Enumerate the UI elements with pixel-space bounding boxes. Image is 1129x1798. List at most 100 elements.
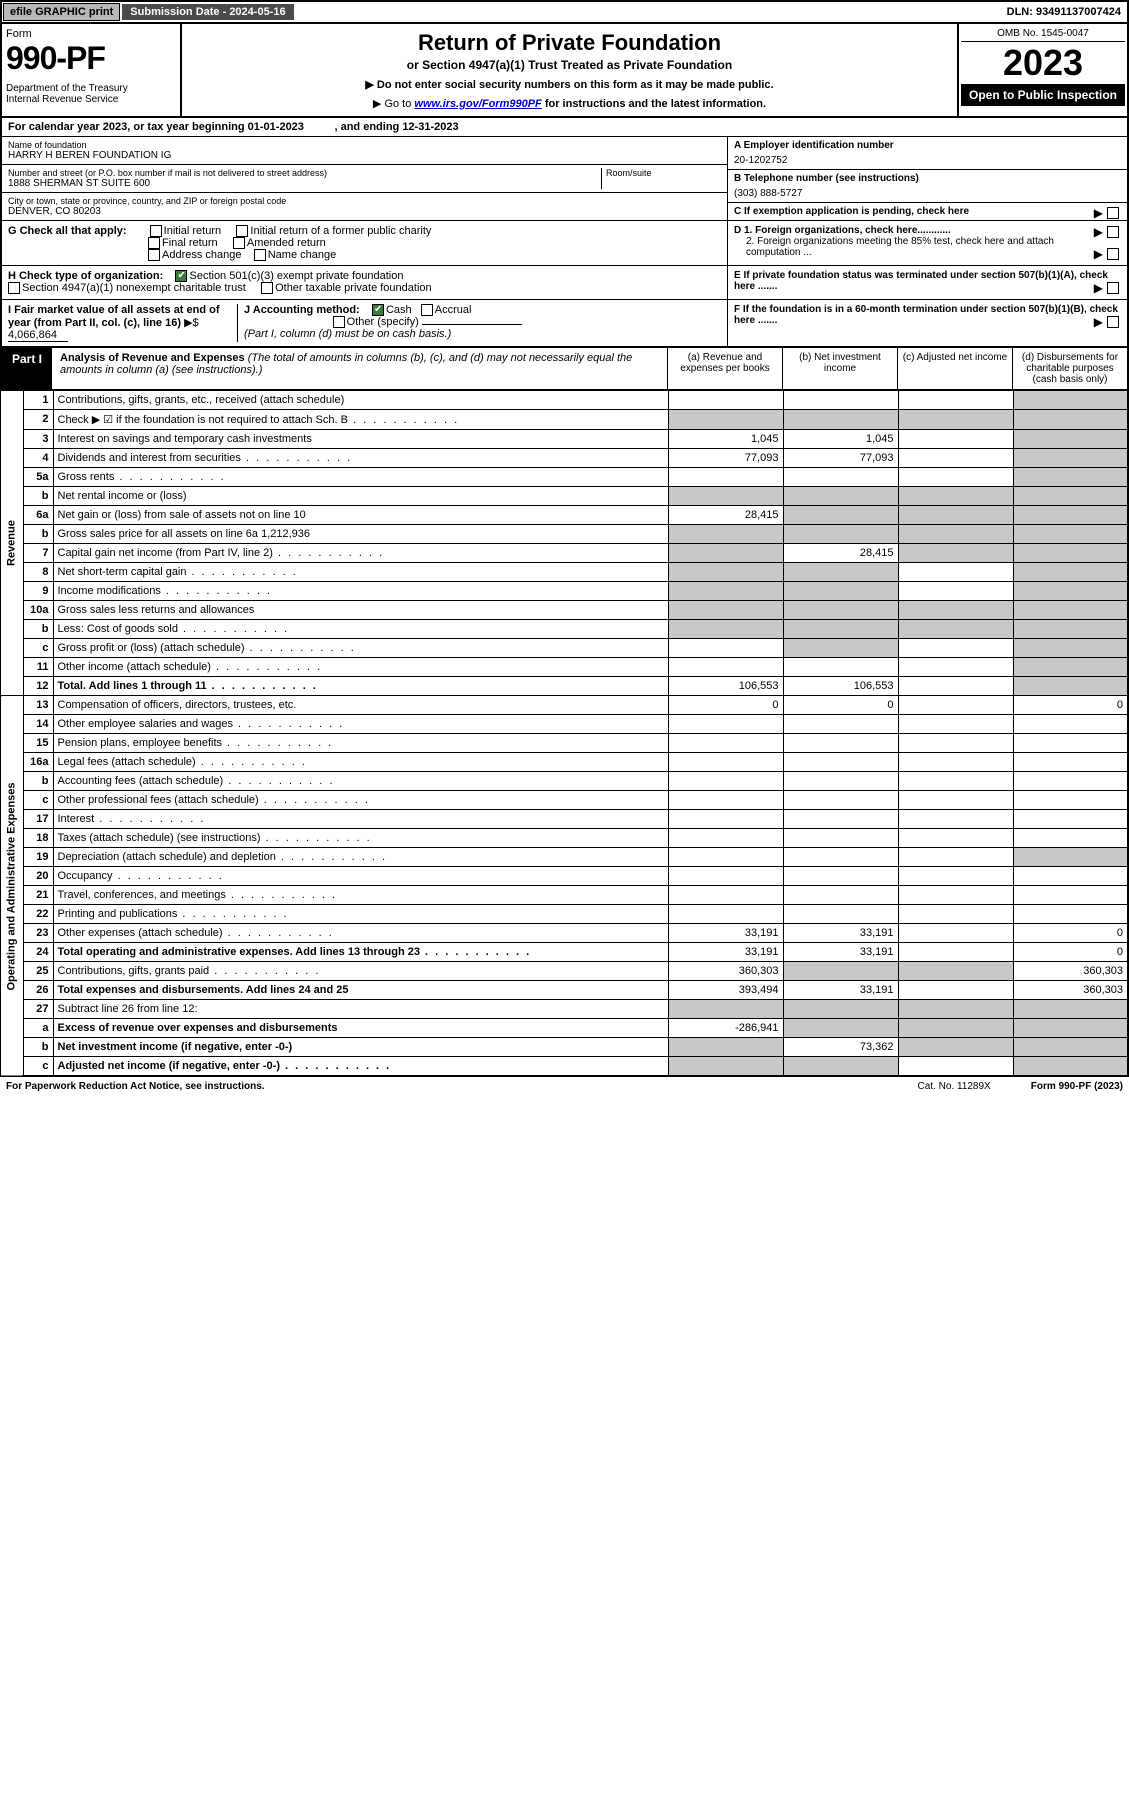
j-cash-checkbox[interactable] <box>372 304 384 316</box>
g-amended-return-checkbox[interactable] <box>233 237 245 249</box>
line-description: Net rental income or (loss) <box>53 487 668 506</box>
efile-print-button[interactable]: efile GRAPHIC print <box>3 3 120 21</box>
j-note: (Part I, column (d) must be on cash basi… <box>244 328 451 340</box>
header-right: OMB No. 1545-0047 2023 Open to Public In… <box>957 24 1127 116</box>
amount-col-d <box>1013 905 1128 924</box>
line-description: Contributions, gifts, grants paid <box>53 962 668 981</box>
d1-line: D 1. Foreign organizations, check here..… <box>734 225 1121 236</box>
amount-col-b <box>783 468 898 487</box>
h-501c3-checkbox[interactable] <box>175 270 187 282</box>
h-other-taxable-checkbox[interactable] <box>261 282 273 294</box>
line-description: Other employee salaries and wages <box>53 715 668 734</box>
part1-label: Part I <box>2 348 52 389</box>
line-description: Net investment income (if negative, ente… <box>53 1038 668 1057</box>
table-row: 17Interest <box>1 810 1128 829</box>
table-row: 22Printing and publications <box>1 905 1128 924</box>
amount-col-b <box>783 658 898 677</box>
line-number: b <box>23 772 53 791</box>
amount-col-d <box>1013 506 1128 525</box>
table-row: 24Total operating and administrative exp… <box>1 943 1128 962</box>
g-opt-4: Address change <box>162 249 242 261</box>
amount-col-c <box>898 677 1013 696</box>
amount-col-a <box>668 810 783 829</box>
amount-col-a: 28,415 <box>668 506 783 525</box>
line-number: b <box>23 1038 53 1057</box>
amount-col-d <box>1013 601 1128 620</box>
line-number: 21 <box>23 886 53 905</box>
line-number: 5a <box>23 468 53 487</box>
line-number: 10a <box>23 601 53 620</box>
amount-col-c <box>898 696 1013 715</box>
amount-col-b <box>783 715 898 734</box>
amount-col-a <box>668 620 783 639</box>
j-other: Other (specify) <box>347 316 419 328</box>
g-initial-return-checkbox[interactable] <box>150 225 162 237</box>
line-number: 9 <box>23 582 53 601</box>
amount-col-d <box>1013 658 1128 677</box>
col-c-header: (c) Adjusted net income <box>897 348 1012 389</box>
amount-col-a: 0 <box>668 696 783 715</box>
amount-col-c <box>898 639 1013 658</box>
amount-col-b <box>783 1019 898 1038</box>
header-left: Form 990-PF Department of the Treasury I… <box>2 24 182 116</box>
g-address-change-checkbox[interactable] <box>148 249 160 261</box>
table-row: bAccounting fees (attach schedule) <box>1 772 1128 791</box>
h-label: H Check type of organization: <box>8 270 163 282</box>
g-final-return-checkbox[interactable] <box>148 237 160 249</box>
line-description: Gross sales less returns and allowances <box>53 601 668 620</box>
line-description: Occupancy <box>53 867 668 886</box>
line-number: b <box>23 620 53 639</box>
line-number: 22 <box>23 905 53 924</box>
amount-col-b <box>783 962 898 981</box>
f-line: F If the foundation is in a 60-month ter… <box>734 304 1121 326</box>
g-initial-former-checkbox[interactable] <box>236 225 248 237</box>
amount-col-c <box>898 848 1013 867</box>
amount-col-a <box>668 715 783 734</box>
g-opt-3: Amended return <box>247 237 326 249</box>
e-checkbox[interactable] <box>1107 282 1119 294</box>
d2-checkbox[interactable] <box>1107 248 1119 260</box>
f-checkbox[interactable] <box>1107 316 1119 328</box>
j-other-checkbox[interactable] <box>333 316 345 328</box>
table-row: 3Interest on savings and temporary cash … <box>1 430 1128 449</box>
j-accrual-checkbox[interactable] <box>421 304 433 316</box>
line-description: Other professional fees (attach schedule… <box>53 791 668 810</box>
amount-col-a <box>668 582 783 601</box>
instr-link[interactable]: www.irs.gov/Form990PF <box>414 98 541 110</box>
j-other-field[interactable] <box>422 324 522 325</box>
amount-col-d <box>1013 620 1128 639</box>
form-subtitle: or Section 4947(a)(1) Trust Treated as P… <box>188 58 951 72</box>
line-number: 4 <box>23 449 53 468</box>
footer-cat-no: Cat. No. 11289X <box>918 1081 991 1092</box>
amount-col-d <box>1013 449 1128 468</box>
line-description: Dividends and interest from securities <box>53 449 668 468</box>
amount-col-c <box>898 981 1013 1000</box>
c-checkbox[interactable] <box>1107 207 1119 219</box>
amount-col-b <box>783 1057 898 1077</box>
table-row: bNet rental income or (loss) <box>1 487 1128 506</box>
table-row: cOther professional fees (attach schedul… <box>1 791 1128 810</box>
amount-col-c <box>898 1038 1013 1057</box>
h-4947-checkbox[interactable] <box>8 282 20 294</box>
d1-text: D 1. Foreign organizations, check here..… <box>734 225 951 236</box>
line-number: 15 <box>23 734 53 753</box>
line-number: 24 <box>23 943 53 962</box>
amount-col-d <box>1013 829 1128 848</box>
g-opt-5: Name change <box>268 249 337 261</box>
amount-col-d <box>1013 753 1128 772</box>
amount-col-b <box>783 905 898 924</box>
g-name-change-checkbox[interactable] <box>254 249 266 261</box>
amount-col-b <box>783 582 898 601</box>
line-number: 8 <box>23 563 53 582</box>
instr-goto-post: for instructions and the latest informat… <box>542 98 766 110</box>
line-description: Adjusted net income (if negative, enter … <box>53 1057 668 1077</box>
line-number: 12 <box>23 677 53 696</box>
amount-col-b <box>783 639 898 658</box>
amount-col-a <box>668 905 783 924</box>
amount-col-a <box>668 487 783 506</box>
amount-col-d <box>1013 810 1128 829</box>
d1-checkbox[interactable] <box>1107 226 1119 238</box>
form-title: Return of Private Foundation <box>188 30 951 56</box>
amount-col-c <box>898 734 1013 753</box>
line-number: 18 <box>23 829 53 848</box>
